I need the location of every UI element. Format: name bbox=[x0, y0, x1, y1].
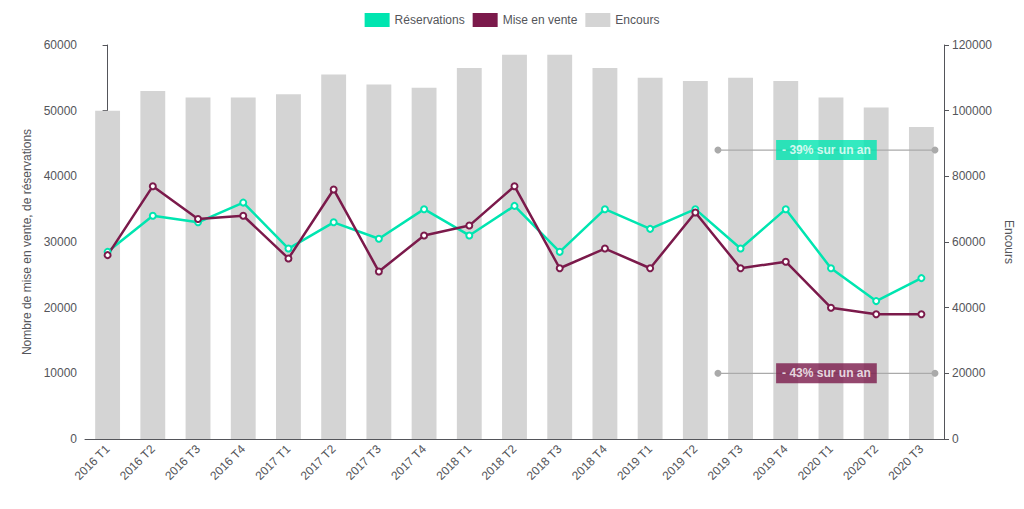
svg-text:2017 T4: 2017 T4 bbox=[388, 442, 429, 483]
svg-text:60000: 60000 bbox=[44, 38, 78, 52]
svg-text:40000: 40000 bbox=[44, 169, 78, 183]
svg-text:60000: 60000 bbox=[952, 235, 986, 249]
svg-text:2020 T3: 2020 T3 bbox=[885, 442, 926, 483]
svg-text:- 39% sur un an: - 39% sur un an bbox=[782, 143, 871, 157]
svg-text:0: 0 bbox=[952, 432, 959, 446]
svg-text:Réservations: Réservations bbox=[395, 13, 465, 27]
svg-text:2019 T1: 2019 T1 bbox=[614, 442, 655, 483]
svg-text:Nombre de mise en vente, de ré: Nombre de mise en vente, de réservations bbox=[20, 129, 34, 355]
svg-text:- 43% sur un an: - 43% sur un an bbox=[782, 366, 871, 380]
svg-text:2019 T4: 2019 T4 bbox=[750, 442, 791, 483]
svg-text:2020 T1: 2020 T1 bbox=[795, 442, 836, 483]
svg-text:2016 T1: 2016 T1 bbox=[72, 442, 113, 483]
svg-text:2019 T3: 2019 T3 bbox=[705, 442, 746, 483]
svg-text:2016 T2: 2016 T2 bbox=[117, 442, 158, 483]
svg-text:100000: 100000 bbox=[952, 104, 992, 118]
svg-text:20000: 20000 bbox=[952, 366, 986, 380]
svg-text:2018 T2: 2018 T2 bbox=[479, 442, 520, 483]
svg-text:Encours: Encours bbox=[1002, 220, 1016, 264]
svg-text:30000: 30000 bbox=[44, 235, 78, 249]
svg-text:20000: 20000 bbox=[44, 301, 78, 315]
svg-text:50000: 50000 bbox=[44, 104, 78, 118]
svg-text:2020 T2: 2020 T2 bbox=[840, 442, 881, 483]
svg-text:0: 0 bbox=[70, 432, 77, 446]
svg-text:2018 T3: 2018 T3 bbox=[524, 442, 565, 483]
svg-text:Encours: Encours bbox=[615, 13, 659, 27]
svg-text:Mise en vente: Mise en vente bbox=[503, 13, 578, 27]
svg-text:2019 T2: 2019 T2 bbox=[659, 442, 700, 483]
svg-text:80000: 80000 bbox=[952, 169, 986, 183]
svg-text:2017 T1: 2017 T1 bbox=[253, 442, 294, 483]
svg-text:2018 T4: 2018 T4 bbox=[569, 442, 610, 483]
svg-text:40000: 40000 bbox=[952, 301, 986, 315]
svg-text:120000: 120000 bbox=[952, 38, 992, 52]
svg-text:2018 T1: 2018 T1 bbox=[433, 442, 474, 483]
svg-text:2017 T2: 2017 T2 bbox=[298, 442, 339, 483]
svg-text:2017 T3: 2017 T3 bbox=[343, 442, 384, 483]
svg-text:10000: 10000 bbox=[44, 366, 78, 380]
svg-text:2016 T4: 2016 T4 bbox=[207, 442, 248, 483]
svg-text:2016 T3: 2016 T3 bbox=[162, 442, 203, 483]
